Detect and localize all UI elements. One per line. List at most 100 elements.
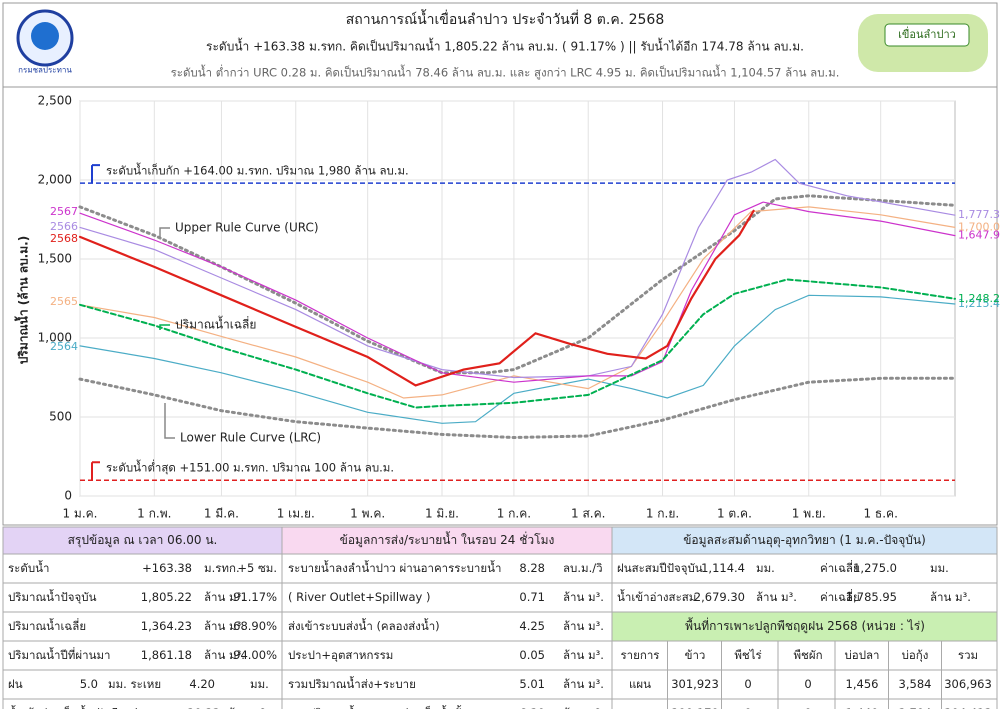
callout [159,227,170,238]
x-tick-label: 1 ส.ค. [571,507,605,521]
table-cell-box [611,640,668,671]
series-label: 2564 [50,340,78,353]
x-tick-label: 1 ก.พ. [137,507,171,521]
title: สถานการณ์น้ำเขื่อนลำปาว ประจำวันที่ 8 ต.… [346,9,664,28]
x-tick-label: 1 ก.ย. [646,507,679,521]
table-cell: มม. [756,561,775,575]
x-tick-label: 1 ม.ค. [62,507,97,521]
table-title: ข้อมูลสะสมด้านอุตุ-อุทกวิทยา (1 ม.ค.-ปัจ… [683,533,926,548]
end-label: 1,215.45 [958,297,1000,310]
callout-label: Lower Rule Curve (LRC) [180,431,321,445]
callout [164,403,175,439]
table-cell-box [777,669,836,700]
table-cell: ล้าน ม³. [563,677,604,691]
table-cell: 1,805.22 [141,590,192,604]
table-cell: ปริมาณน้ำเฉลี่ย [8,618,86,633]
table-cell-box [2,640,283,671]
table-cell-box [721,669,779,700]
y-tick-label: 2,500 [38,94,72,108]
table-cell: ล้าน ม³. [930,590,971,604]
series-line [79,158,956,379]
table-cell: บ่อปลา [844,648,879,662]
reference-label: ระดับน้ำต่ำสุด +151.00 ม.รทก. ปริมาณ 100… [106,460,394,475]
x-tick-label: 1 ธ.ค. [863,507,897,521]
table-cell: 2,679.30 [694,590,745,604]
reference-flag [91,461,100,481]
table-cell-box [834,640,889,671]
table-cell-box [941,640,998,671]
table-cell: ( River Outlet+Spillway ) [288,590,430,604]
logo-emblem [31,22,59,50]
table-cell: รวมปริมาณน้ำส่ง+ระบาย [288,676,416,691]
table-cell-box [888,669,942,700]
end-label: 1,777.39 [958,208,1000,221]
series-label: 2565 [50,295,78,308]
table-cell: ฝนสะสมปีปัจจุบัน [617,561,703,575]
table-cell-box [667,669,722,700]
x-tick-label: 1 ต.ค. [717,507,752,521]
reference-flag [91,164,100,184]
table-cell: 5.0 [80,677,98,691]
table-cell: 0.05 [519,648,545,662]
table-cell: ปริมาณน้ำปีที่ผ่านมา [8,647,110,662]
table-cell-box [281,526,613,555]
table-cell: ฝน [8,677,23,691]
table-cell-box [721,640,779,671]
table-cell: รายการ [621,648,660,662]
table-cell: พืชผัก [793,648,822,662]
table-cell: ส่งเข้าระบบส่งน้ำ (คลองส่งน้ำ) [288,618,440,633]
callout-label: ปริมาณน้ำเฉลี่ย [175,316,256,332]
x-tick-label: 1 มิ.ย. [425,507,459,521]
y-tick-label: 0 [64,489,72,503]
table-cell-box [611,526,998,555]
x-tick-label: 1 ก.ค. [497,507,531,521]
table-cell-box [611,669,668,700]
table-cell: +5 ซม. [237,561,277,575]
table-cell: 5.01 [519,677,545,691]
table-cell-box [281,669,613,700]
table-cell-box [2,611,283,642]
logo-left-text: กรมชลประทาน [18,66,72,75]
callout [159,324,170,330]
table-cell-box [611,611,998,642]
table-cell: ค่าเฉลี่ย [820,589,860,604]
table-cell: 0 [744,677,751,691]
subtitle: ระดับน้ำ +163.38 ม.รทก. คิดเป็นปริมาณน้ำ… [206,38,804,54]
table-cell: 301,923 [671,677,719,691]
table-cell: ล้าน ม³. [204,619,245,633]
table-cell: 0.71 [519,590,545,604]
table-cell: 1,456 [846,677,879,691]
table-cell: ล้าน ม³. [563,590,604,604]
subtitle-2: ระดับน้ำ ต่ำกว่า URC 0.28 ม. คิดเป็นปริม… [171,65,840,80]
series-line [78,209,755,387]
table-cell-box [777,640,836,671]
table-cell: 8.28 [519,561,545,575]
reference-label: ระดับน้ำเก็บกัก +164.00 ม.รทก. ปริมาณ 1,… [106,163,409,178]
table-cell: 3,584 [899,677,932,691]
y-tick-label: 1,000 [38,331,72,345]
table-cell: น้ำเข้าอ่างเก็บน้ำ (Inflow) [8,705,139,709]
table-title: พื้นที่การเพาะปลูกพืชฤดูฝน 2568 (หน่วย :… [685,617,925,634]
callout-label: Upper Rule Curve (URC) [175,221,319,235]
y-tick-label: 500 [49,410,72,424]
series-line [79,294,956,424]
y-axis-label: ปริมาณน้ำ (ล้าน ลบ.ม.) [14,236,31,364]
x-tick-label: 1 เม.ย. [277,507,315,521]
series-line [78,376,957,440]
table-cell: 1,275.0 [853,561,897,575]
y-tick-label: 2,000 [38,173,72,187]
table-cell: ประปา+อุตสาหกรรม [288,648,393,662]
logo-right-text: เขื่อนลำปาว [898,26,956,41]
table-cell: 91.17% [233,590,277,604]
table-cell: รวม [958,648,978,662]
table-cell: 4.25 [519,619,545,633]
header-frame [2,2,998,88]
table-cell: ลบ.ม./วิ [563,561,603,575]
table-title: ข้อมูลการส่ง/ระบายน้ำ ในรอบ 24 ชั่วโมง [340,531,555,548]
table-cell: บ่อกุ้ง [902,648,929,662]
table-cell: ล้าน ม³. [563,648,604,662]
table-cell: ม.รทก. [204,561,240,575]
x-tick-label: 1 มี.ค. [204,507,239,521]
